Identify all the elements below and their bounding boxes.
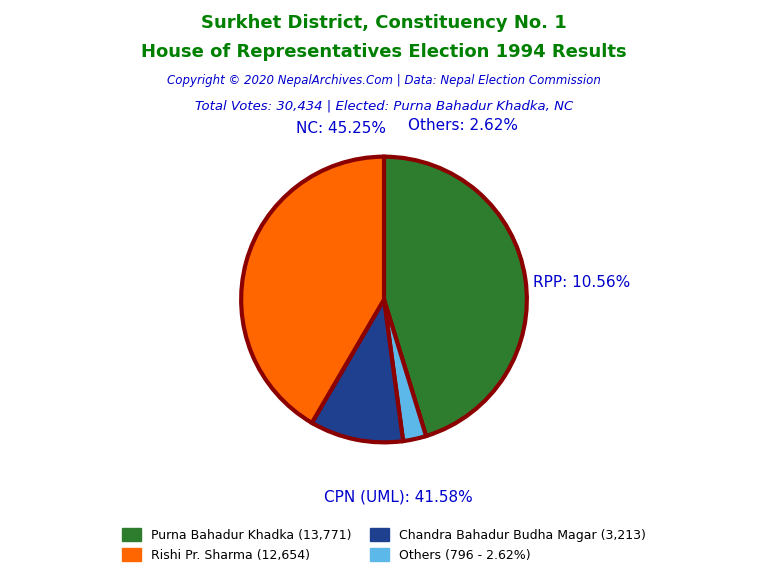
Text: Surkhet District, Constituency No. 1: Surkhet District, Constituency No. 1	[201, 14, 567, 32]
Wedge shape	[312, 300, 403, 442]
Wedge shape	[384, 300, 426, 441]
Text: Total Votes: 30,434 | Elected: Purna Bahadur Khadka, NC: Total Votes: 30,434 | Elected: Purna Bah…	[195, 99, 573, 112]
Text: Others: 2.62%: Others: 2.62%	[408, 118, 518, 132]
Text: NC: 45.25%: NC: 45.25%	[296, 120, 386, 135]
Wedge shape	[384, 157, 527, 436]
Wedge shape	[241, 157, 384, 423]
Legend: Purna Bahadur Khadka (13,771), Rishi Pr. Sharma (12,654), Chandra Bahadur Budha : Purna Bahadur Khadka (13,771), Rishi Pr.…	[118, 524, 650, 567]
Text: House of Representatives Election 1994 Results: House of Representatives Election 1994 R…	[141, 43, 627, 61]
Text: CPN (UML): 41.58%: CPN (UML): 41.58%	[324, 489, 472, 504]
Text: RPP: 10.56%: RPP: 10.56%	[532, 275, 630, 290]
Text: Copyright © 2020 NepalArchives.Com | Data: Nepal Election Commission: Copyright © 2020 NepalArchives.Com | Dat…	[167, 74, 601, 87]
